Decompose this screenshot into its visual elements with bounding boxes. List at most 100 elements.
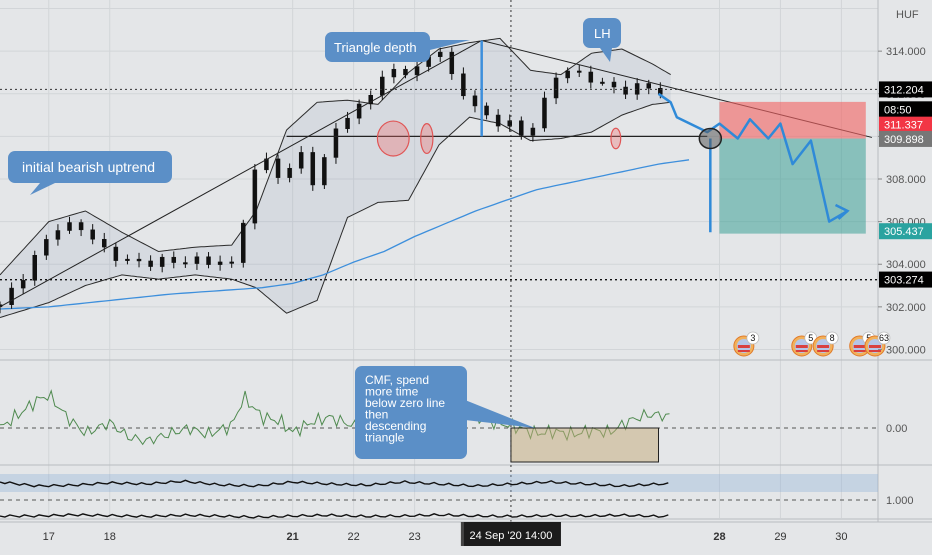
oscillator-line-2 xyxy=(0,513,669,519)
event-count: 63 xyxy=(879,333,889,343)
candle xyxy=(449,47,455,80)
candle-body xyxy=(125,258,130,261)
initial-bearish-uptrend-callout-box[interactable] xyxy=(8,151,172,183)
time-tick-label: 22 xyxy=(348,531,360,543)
bollinger-fill xyxy=(0,38,671,318)
event-marker[interactable]: 3 xyxy=(733,331,760,357)
event-count: 8 xyxy=(830,333,835,343)
candle xyxy=(530,123,536,142)
time-tick-label: 21 xyxy=(287,531,299,543)
flag-stripe xyxy=(853,350,866,352)
candle xyxy=(495,109,501,132)
cmf-axis-label: 0.00 xyxy=(886,423,907,435)
candle-body xyxy=(519,120,524,136)
event-count-badge xyxy=(746,331,760,345)
candle-body xyxy=(333,128,339,158)
candle xyxy=(461,67,466,100)
candle xyxy=(565,67,570,84)
candle xyxy=(298,146,304,174)
support-level-label-bg xyxy=(879,271,932,288)
flag-stripe xyxy=(817,345,830,348)
candle xyxy=(403,65,408,79)
candle-body xyxy=(148,260,153,267)
crosshair-time-label: 24 Sep '20 14:00 xyxy=(460,522,561,546)
candle-body xyxy=(368,95,373,105)
candle xyxy=(252,164,258,230)
candle xyxy=(67,216,72,234)
cmf-callout-line: below zero line xyxy=(365,396,445,410)
candle-body xyxy=(298,152,304,169)
time-tick-label: 18 xyxy=(104,531,116,543)
candle-body xyxy=(113,246,119,261)
triangle-depth-callout-box[interactable] xyxy=(325,32,430,62)
candle xyxy=(78,219,84,237)
current-price-label: 312.204 xyxy=(879,81,932,98)
candle-body xyxy=(576,70,582,73)
candle-body xyxy=(252,169,258,224)
event-marker[interactable]: 5 xyxy=(791,331,818,357)
candle xyxy=(136,252,142,268)
candle-body xyxy=(391,68,397,78)
candle xyxy=(356,99,362,125)
flag-stripe xyxy=(737,350,750,352)
candle-body xyxy=(171,256,177,263)
candle-body xyxy=(102,238,107,248)
event-marker[interactable]: 8 xyxy=(812,331,839,357)
lh-callout-tail xyxy=(600,48,612,62)
candle-body xyxy=(634,83,640,95)
lh-callout[interactable]: LH xyxy=(583,18,621,62)
lh-callout-box[interactable] xyxy=(583,18,621,48)
support-level-label-text: 303.274 xyxy=(884,275,924,287)
candle xyxy=(148,255,153,271)
cmf-callout-text: CMF, spend more time below zero line then de… xyxy=(365,373,445,445)
candle xyxy=(264,152,269,174)
candle xyxy=(611,77,617,94)
candle xyxy=(542,91,547,132)
time-tick-label: 29 xyxy=(774,531,786,543)
candle xyxy=(368,90,373,110)
event-count: 3 xyxy=(750,333,755,343)
candle xyxy=(217,255,223,271)
price-tick-label: 300.000 xyxy=(886,344,926,356)
countdown-label: 08:50 xyxy=(879,101,932,118)
candle xyxy=(32,250,38,286)
candle xyxy=(44,234,49,260)
candle xyxy=(576,65,582,77)
candle-body xyxy=(495,114,501,127)
candle-body xyxy=(55,230,61,240)
candle xyxy=(333,122,339,164)
candle-body xyxy=(611,81,617,88)
time-tick-label: 30 xyxy=(835,531,847,543)
crosshair-time-bg xyxy=(460,522,561,546)
candle xyxy=(90,224,95,245)
cmf-callout-line: CMF, spend xyxy=(365,373,429,387)
price-tick-label: 308.000 xyxy=(886,174,926,186)
price-tick-label: 304.000 xyxy=(886,259,926,271)
triangle-depth-callout[interactable]: Triangle depth xyxy=(325,32,470,62)
time-tick-label: 23 xyxy=(408,531,420,543)
candle-body xyxy=(507,120,512,127)
candle-body xyxy=(136,258,142,262)
cmf-box xyxy=(510,427,660,463)
candle-body xyxy=(20,280,26,289)
target-zone xyxy=(719,138,866,234)
projection-path xyxy=(657,92,849,223)
candle xyxy=(171,251,177,269)
candle xyxy=(310,146,316,191)
cmf-callout[interactable]: CMF, spend more time below zero line then de… xyxy=(355,366,535,459)
entry-circle xyxy=(698,127,723,150)
projection-arrowhead xyxy=(834,203,850,220)
initial-bearish-uptrend-callout[interactable]: initial bearish uptrend xyxy=(8,151,172,195)
candle-body xyxy=(217,261,223,265)
cmf-callout-line: more time xyxy=(365,385,419,399)
flag-stripe xyxy=(795,350,808,352)
time-tick-label: 17 xyxy=(43,531,55,543)
candle-body xyxy=(264,158,269,171)
current-price-label-text: 312.204 xyxy=(884,84,924,96)
uptrend-line xyxy=(0,40,482,308)
cmf-callout-box[interactable] xyxy=(355,366,467,459)
candle-body xyxy=(183,262,188,265)
flag-stripe xyxy=(868,345,881,348)
